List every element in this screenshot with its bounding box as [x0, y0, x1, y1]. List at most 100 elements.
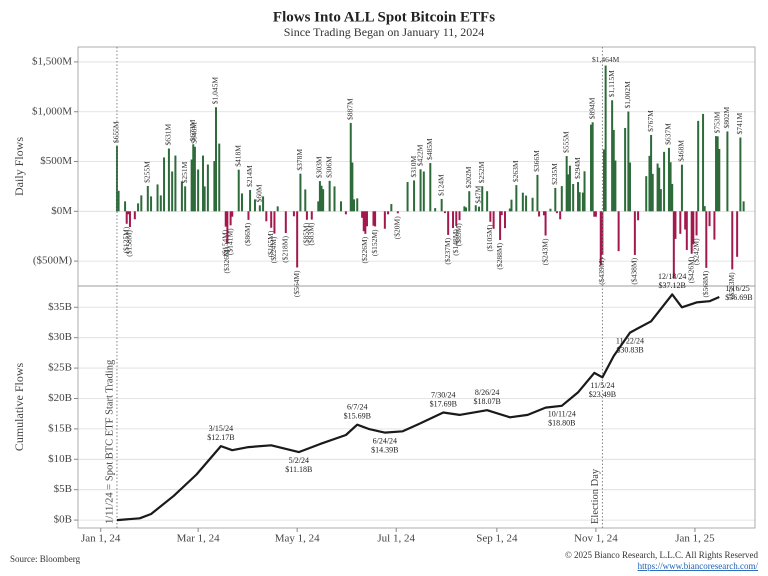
website-link[interactable]: https://www.biancoresearch.com/ [638, 561, 759, 571]
value-label: $555M [561, 131, 570, 153]
value-label: ($125M) [121, 226, 130, 253]
y-axis-title: Cumulative Flows [12, 363, 26, 452]
y-tick-label: $0B [54, 514, 72, 526]
bar [542, 211, 545, 216]
bar [648, 155, 651, 212]
y-tick-label: $20B [48, 392, 72, 404]
bar [419, 169, 422, 212]
value-label: $378M [295, 149, 304, 171]
bar [590, 124, 593, 212]
point-date-label: 10/11/24 [548, 410, 576, 419]
x-tick-label: Jan 1, 25 [675, 533, 715, 545]
bar [463, 206, 466, 212]
value-label: ($20M) [393, 216, 402, 239]
value-label: $1,002M [623, 81, 632, 109]
bar [708, 211, 711, 227]
bar [645, 176, 648, 212]
bar [146, 185, 149, 212]
bar [624, 127, 627, 212]
value-label: ($152M) [370, 229, 379, 256]
bar [486, 191, 489, 212]
event-label: 1/11/24 = Spot BTC ETF Start Trading [104, 359, 115, 524]
bar [374, 211, 377, 227]
bar [478, 206, 481, 212]
bar [125, 211, 128, 224]
plot-frame [77, 285, 756, 529]
bar [406, 182, 409, 212]
y-tick-label: $10B [48, 453, 72, 465]
value-label: ($439M) [597, 258, 606, 285]
x-tick-label: Jan 1, 24 [81, 533, 121, 545]
bar [320, 185, 323, 212]
value-label: $310M [409, 155, 418, 177]
value-label: ($141M) [225, 228, 234, 255]
value-label: ($568M) [701, 270, 710, 297]
bar [156, 184, 159, 212]
bar [333, 186, 336, 212]
point-value-label: $17.69B [430, 399, 457, 408]
bar [262, 196, 265, 212]
bar [690, 211, 693, 254]
bar [117, 190, 120, 212]
bar [603, 149, 606, 212]
bar [192, 144, 195, 212]
value-label: $767M [646, 110, 655, 132]
x-tick-label: Mar 1, 24 [177, 533, 221, 545]
point-date-label: 7/30/24 [431, 390, 455, 399]
value-label: $202M [464, 166, 473, 188]
bar [468, 191, 471, 212]
bar [536, 174, 539, 212]
bar [226, 211, 229, 244]
bar [253, 199, 256, 212]
bar [159, 195, 162, 212]
value-label: $124M [436, 174, 445, 196]
bar [276, 206, 279, 212]
bar [240, 193, 243, 212]
bar [637, 211, 640, 221]
bar [702, 113, 705, 212]
point-date-label: 6/24/24 [373, 436, 397, 445]
value-label: $894M [587, 97, 596, 119]
bar [258, 205, 261, 212]
bar [455, 211, 458, 227]
value-label: $802M [722, 106, 731, 128]
bar [224, 211, 227, 227]
bar [310, 211, 313, 220]
point-date-label: 8/26/24 [475, 388, 499, 397]
bar [193, 146, 196, 212]
bar [713, 211, 716, 240]
bar [628, 162, 631, 212]
bar [115, 146, 118, 212]
bar [695, 211, 698, 236]
bar [715, 136, 718, 212]
bar [742, 201, 745, 212]
bar [284, 211, 287, 234]
value-label: ($89M) [454, 223, 463, 246]
bar [515, 185, 518, 212]
value-label: $255M [143, 161, 152, 183]
bar [669, 162, 672, 212]
y-tick-label: $25B [48, 362, 72, 374]
value-label: $294M [573, 157, 582, 179]
bar [739, 137, 742, 212]
bar [684, 211, 687, 230]
bar [510, 199, 513, 212]
bar [150, 196, 153, 212]
value-label: ($224M) [269, 236, 278, 263]
bar [705, 211, 708, 268]
value-label: $303M [315, 156, 324, 178]
bar [352, 199, 355, 212]
bar [340, 201, 343, 212]
bar [679, 211, 682, 234]
point-date-label: 6/7/24 [347, 403, 367, 412]
bar [443, 211, 446, 214]
bar [372, 211, 375, 226]
bar [591, 122, 594, 212]
bar [364, 211, 367, 234]
bar [578, 192, 581, 212]
value-label: $753M [712, 111, 721, 133]
y-tick-label: $30B [48, 331, 72, 343]
bar [716, 136, 719, 212]
bar [440, 198, 443, 212]
